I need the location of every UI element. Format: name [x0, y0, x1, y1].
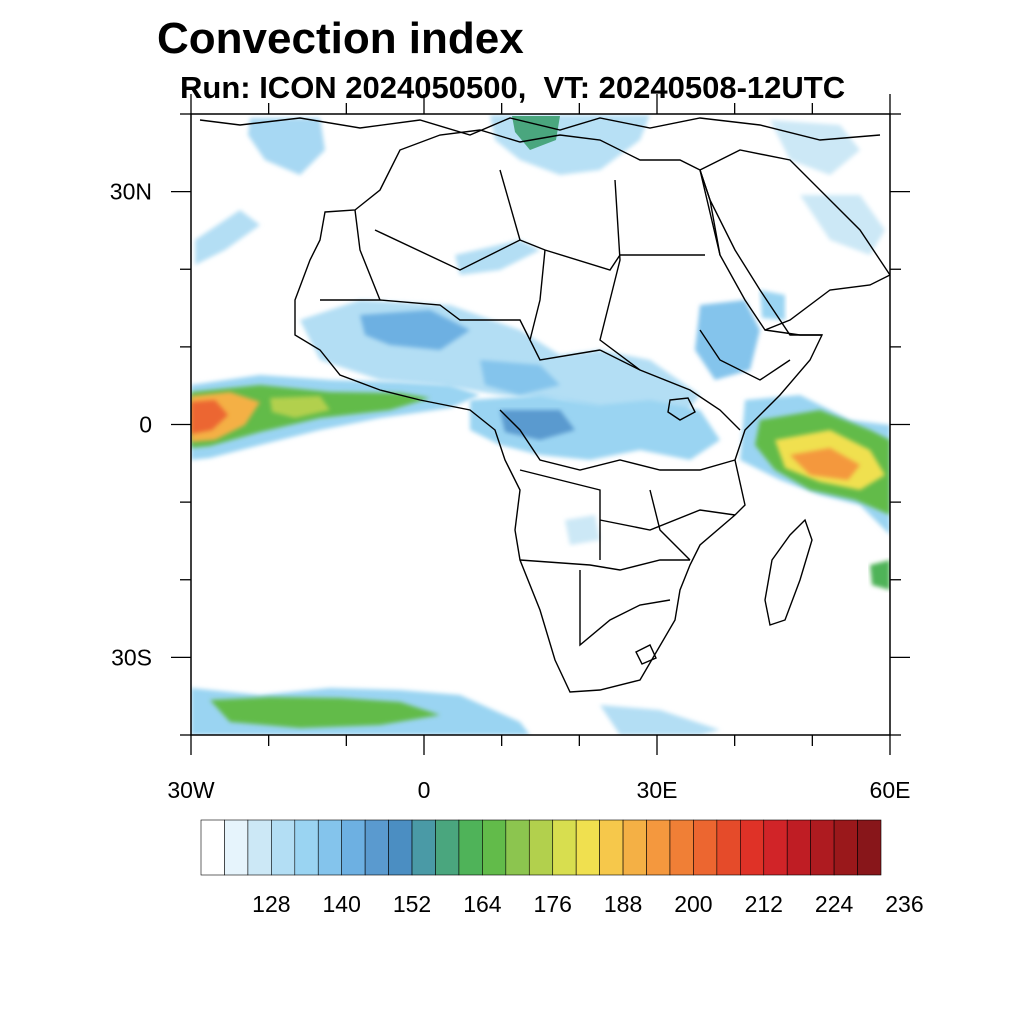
country-border	[499, 169, 521, 241]
convection-area	[270, 396, 330, 418]
country-border	[519, 469, 601, 560]
colorbar-swatch	[763, 819, 788, 876]
colorbar-labels: 128 140 152 164 176 188 200 212 224 236	[252, 891, 923, 917]
convection-area	[210, 697, 440, 728]
country-border	[579, 570, 671, 647]
convection-area	[480, 360, 560, 395]
colorbar-swatch	[224, 819, 249, 876]
colorbar-swatch	[716, 819, 741, 876]
axis-ticks	[171, 94, 910, 755]
map-subtitle: Run: ICON 2024050500, VT: 20240508-12UTC	[180, 70, 846, 105]
colorbar-swatch	[505, 819, 530, 876]
colorbar-swatch	[552, 819, 577, 876]
lake-victoria	[667, 397, 696, 421]
lat-label: 30S	[111, 644, 152, 670]
convection-area	[600, 705, 720, 735]
madagascar-coastline	[764, 518, 813, 626]
lon-label: 30W	[167, 777, 215, 803]
colorbar-swatch	[482, 819, 507, 876]
colorbar-swatch	[247, 819, 272, 876]
colorbar-swatch	[388, 819, 413, 876]
lat-label: 30N	[110, 179, 152, 205]
lesotho-border	[635, 644, 657, 665]
red-sea-border	[699, 169, 721, 256]
convection-area	[565, 515, 600, 545]
colorbar-swatch	[857, 819, 882, 876]
colorbar-label: 176	[534, 891, 572, 917]
convection-area	[455, 240, 540, 275]
colorbar-label: 224	[815, 891, 854, 917]
colorbar-swatch	[693, 819, 718, 876]
colorbar-swatch	[317, 819, 342, 876]
convection-area	[695, 300, 760, 380]
colorbar-swatch	[646, 819, 671, 876]
lat-label: 0	[139, 412, 152, 438]
convection-area	[500, 410, 575, 440]
convection-area	[760, 290, 785, 320]
colorbar-swatch	[341, 819, 366, 876]
convection-area	[248, 118, 325, 175]
colorbar-swatch	[786, 819, 811, 876]
colorbar-label: 140	[323, 891, 361, 917]
country-border	[354, 209, 381, 301]
convection-area	[360, 310, 470, 350]
axis-labels: 30W 0 30E 60E 30N 0 30S	[110, 179, 911, 803]
country-border	[599, 179, 641, 371]
horn-coastline	[764, 329, 822, 336]
colorbar-swatch	[528, 819, 554, 876]
country-border	[599, 349, 741, 431]
colorbar-swatch	[740, 819, 765, 876]
convection-area	[195, 210, 260, 265]
colorbar-swatch	[810, 819, 835, 876]
country-border	[599, 509, 736, 531]
lon-label: 60E	[870, 777, 911, 803]
lon-label: 30E	[637, 777, 678, 803]
colorbar-swatch	[364, 819, 389, 876]
country-border	[379, 299, 531, 341]
colorbar-swatch	[411, 819, 436, 876]
colorbar-label: 200	[674, 891, 712, 917]
colorbar-swatch	[294, 819, 319, 876]
convection-area	[800, 195, 885, 255]
country-border	[649, 489, 691, 561]
colorbar-swatch	[622, 819, 647, 876]
country-border	[499, 409, 736, 471]
arabia-coastline	[699, 149, 890, 331]
colorbar-swatch	[575, 819, 600, 876]
map-title: Convection index	[157, 14, 524, 63]
colorbar-swatch	[833, 819, 858, 876]
colorbar	[200, 819, 882, 876]
coastlines	[199, 117, 890, 693]
colorbar-swatch	[200, 819, 225, 876]
colorbar-label: 236	[885, 891, 923, 917]
africa-coastline	[294, 129, 824, 693]
colorbar-label: 164	[463, 891, 502, 917]
convection-area	[870, 560, 890, 590]
colorbar-label: 212	[745, 891, 783, 917]
colorbar-swatch	[271, 819, 296, 876]
colorbar-swatch	[458, 819, 483, 876]
colorbar-swatch	[669, 819, 694, 876]
europe-coastline	[199, 117, 881, 141]
convection-field	[191, 115, 890, 735]
country-border	[519, 559, 690, 571]
colorbar-swatch	[599, 819, 624, 876]
lon-label: 0	[418, 777, 431, 803]
convection-area	[191, 400, 228, 434]
convection-area	[770, 120, 860, 175]
colorbar-label: 188	[604, 891, 642, 917]
colorbar-label: 152	[393, 891, 431, 917]
convection-area	[790, 448, 860, 480]
colorbar-label: 128	[252, 891, 290, 917]
colorbar-swatch	[435, 819, 460, 876]
country-border	[699, 329, 791, 381]
